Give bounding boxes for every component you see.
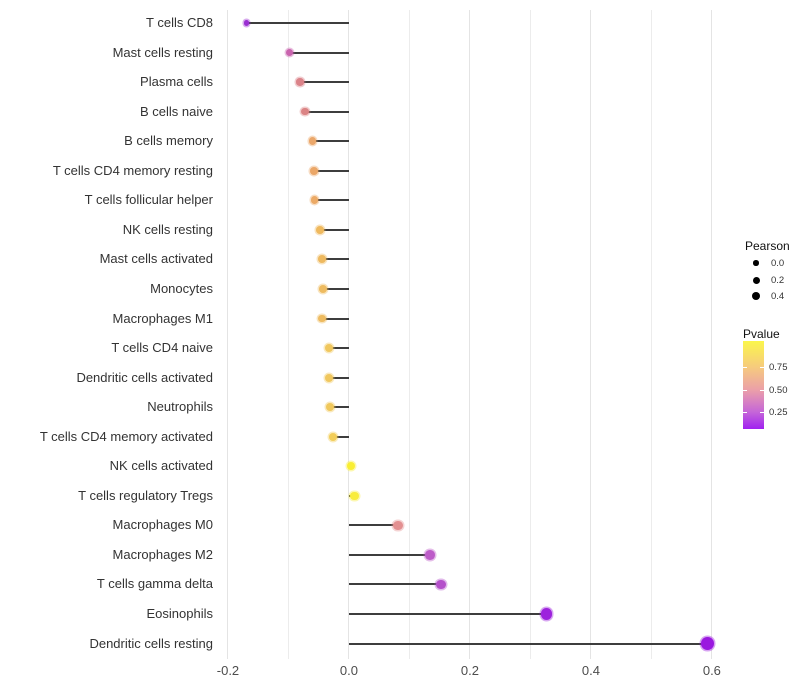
pvalue-bar-tick bbox=[743, 412, 747, 414]
category-label: Eosinophils bbox=[146, 606, 214, 621]
color-legend-title: Pvalue bbox=[743, 327, 780, 341]
data-point bbox=[317, 255, 326, 264]
size-legend-label: 0.4 bbox=[771, 291, 785, 302]
category-label: Dendritic cells resting bbox=[89, 635, 213, 651]
gridline-x--0.1 bbox=[287, 10, 289, 659]
data-point bbox=[425, 550, 435, 560]
category-label: T cells CD4 naive bbox=[111, 340, 213, 356]
lollipop-stem bbox=[321, 258, 349, 261]
pvalue-bar-tick bbox=[743, 390, 747, 392]
pvalue-bar-tick bbox=[743, 366, 747, 368]
lollipop-stem bbox=[348, 613, 547, 615]
category-label: Macrophages M1 bbox=[112, 310, 213, 326]
size-legend-title: Pearson bbox=[745, 239, 790, 253]
data-point bbox=[310, 196, 319, 205]
category-label: T cells follicular helper bbox=[84, 192, 213, 208]
lollipop-stem bbox=[348, 524, 398, 527]
category-label: Mast cells resting bbox=[112, 44, 213, 60]
size-legend-dot bbox=[752, 276, 760, 284]
x-tick-label: 0.0 bbox=[339, 663, 358, 678]
pvalue-bar-tick bbox=[760, 390, 764, 392]
lollipop-stem bbox=[329, 406, 349, 409]
data-point bbox=[350, 491, 359, 501]
data-point bbox=[308, 137, 317, 146]
lollipop-stem bbox=[348, 553, 430, 556]
data-point bbox=[346, 462, 355, 471]
category-label: Neutrophils bbox=[147, 399, 213, 415]
gridline-x-0.2 bbox=[469, 10, 471, 659]
gridline-x-0.1 bbox=[408, 10, 410, 659]
data-point bbox=[310, 166, 318, 175]
pvalue-legend-label: 0.75 bbox=[769, 361, 788, 373]
size-legend-label: 0.0 bbox=[771, 258, 785, 269]
category-label: T cells CD8 bbox=[146, 15, 213, 30]
gridline-x-0.3 bbox=[529, 10, 531, 659]
lollipop-stem bbox=[289, 51, 349, 54]
category-label: NK cells activated bbox=[109, 458, 213, 474]
lollipop-stem bbox=[299, 81, 349, 84]
gridline-x-0 bbox=[348, 10, 350, 659]
data-point bbox=[435, 579, 446, 590]
category-label: T cells CD4 memory activated bbox=[39, 428, 213, 444]
data-point bbox=[301, 107, 309, 116]
lollipop-stem bbox=[332, 435, 349, 438]
lollipop-stem bbox=[312, 140, 349, 143]
size-legend-label: 0.2 bbox=[771, 275, 785, 286]
lollipop-stem bbox=[348, 583, 441, 586]
lollipop-stem bbox=[348, 642, 708, 645]
category-label: Dendritic cells activated bbox=[76, 369, 213, 385]
data-point bbox=[393, 520, 403, 530]
plot-panel bbox=[218, 10, 737, 659]
lollipop-stem bbox=[313, 169, 349, 172]
category-label: Monocytes bbox=[150, 280, 213, 296]
lollipop-stem bbox=[246, 22, 349, 24]
category-label: B cells memory bbox=[124, 133, 213, 149]
category-label: NK cells resting bbox=[122, 221, 213, 237]
lollipop-stem bbox=[328, 347, 349, 350]
category-label: B cells naive bbox=[140, 103, 213, 119]
data-point bbox=[325, 403, 334, 412]
data-point bbox=[316, 225, 324, 234]
pvalue-bar-tick bbox=[760, 366, 764, 368]
lollipop-stem bbox=[322, 287, 349, 290]
x-tick-label: 0.4 bbox=[581, 663, 600, 678]
pvalue-bar-tick bbox=[760, 412, 764, 414]
data-point bbox=[318, 314, 327, 323]
category-label: T cells gamma delta bbox=[96, 576, 213, 592]
data-point bbox=[243, 20, 249, 26]
category-label: Mast cells activated bbox=[99, 251, 213, 267]
category-label: T cells CD4 memory resting bbox=[52, 162, 213, 178]
data-point bbox=[701, 637, 714, 650]
pvalue-legend-label: 0.25 bbox=[769, 407, 788, 419]
data-point bbox=[540, 608, 552, 620]
gridline-x-0.4 bbox=[590, 10, 592, 659]
category-label: Macrophages M2 bbox=[112, 546, 213, 562]
lollipop-stem bbox=[328, 376, 349, 379]
x-tick-label: 0.2 bbox=[460, 663, 479, 678]
pvalue-legend-label: 0.50 bbox=[769, 385, 788, 397]
lollipop-stem bbox=[314, 199, 349, 202]
category-label: Macrophages M0 bbox=[112, 517, 213, 533]
data-point bbox=[319, 285, 327, 293]
lollipop-stem bbox=[319, 228, 349, 231]
data-point bbox=[324, 344, 333, 353]
category-label: Plasma cells bbox=[140, 74, 213, 90]
gridline-x-0.6 bbox=[711, 10, 713, 659]
size-legend-dot bbox=[753, 260, 759, 266]
data-point bbox=[285, 49, 293, 57]
gridline-x-0.5 bbox=[650, 10, 652, 659]
lollipop-stem bbox=[322, 317, 349, 320]
pvalue-gradient-bar bbox=[743, 341, 764, 429]
category-label: T cells regulatory Tregs bbox=[78, 487, 213, 503]
data-point bbox=[328, 432, 337, 441]
lollipop-stem bbox=[304, 110, 349, 113]
data-point bbox=[324, 373, 333, 382]
x-tick-label: -0.2 bbox=[216, 663, 240, 678]
x-tick-label: 0.6 bbox=[702, 663, 721, 678]
gridline-x--0.2 bbox=[227, 10, 229, 659]
data-point bbox=[296, 78, 304, 86]
size-legend-dot bbox=[751, 291, 761, 301]
